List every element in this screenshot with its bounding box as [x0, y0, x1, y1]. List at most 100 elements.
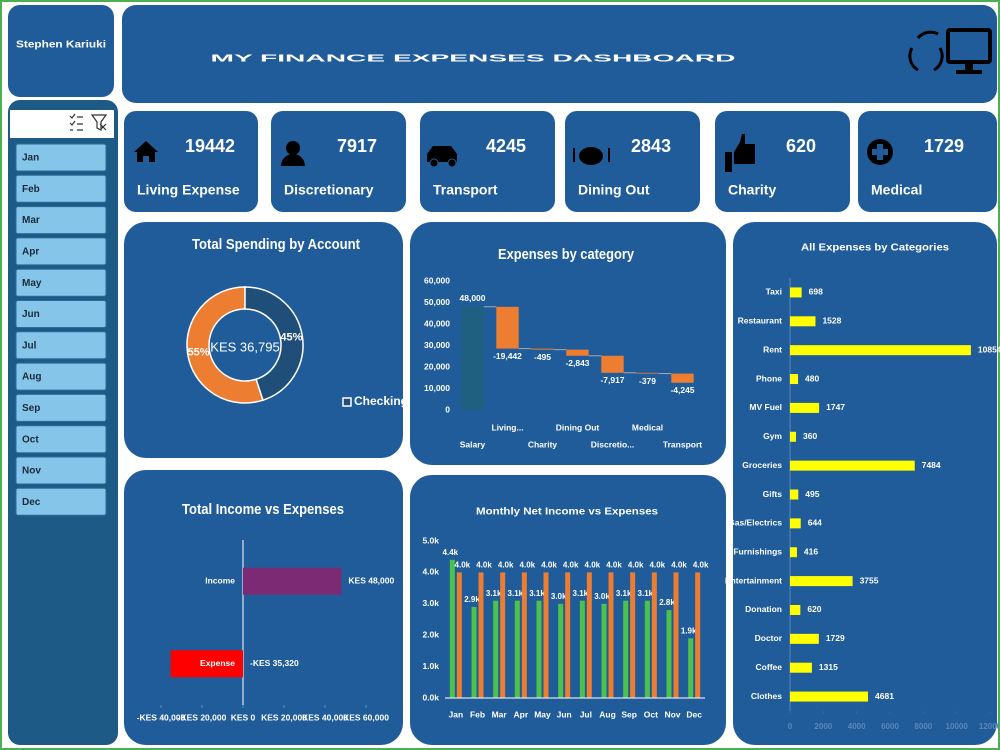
data-label: 45%	[280, 332, 302, 344]
slicer-label[interactable]: May	[22, 278, 42, 289]
data-label: 4.0k	[563, 561, 579, 570]
y-tick-label: Phone	[756, 373, 782, 383]
slicer-button[interactable]	[15, 393, 107, 422]
data-label: 4.0k	[650, 561, 666, 570]
chart-title: All Expenses by Categories	[801, 243, 949, 254]
x-tick-label: 6000	[881, 722, 899, 731]
slicer-button[interactable]	[15, 143, 107, 172]
data-label: 7484	[922, 460, 941, 470]
kpi-icon	[427, 146, 457, 162]
data-label: 1315	[819, 662, 838, 672]
bar	[521, 572, 527, 698]
data-label: 10854	[978, 344, 1000, 354]
slicer-label[interactable]: Nov	[22, 466, 41, 477]
y-tick-label: MV Fuel	[749, 402, 782, 412]
slicer-label[interactable]: Mar	[22, 215, 40, 226]
user-box	[8, 5, 114, 97]
kpi-card	[858, 111, 997, 212]
slicer-label[interactable]: Jun	[22, 309, 40, 320]
bar	[579, 600, 585, 698]
x-tick-label: Charity	[528, 439, 558, 449]
data-label: 416	[804, 546, 818, 556]
bar	[790, 518, 801, 529]
data-label: 2.9k	[464, 595, 480, 604]
data-label: 3.1k	[486, 589, 502, 598]
x-tick-label: -KES 40,000	[137, 712, 186, 722]
kpi-card	[124, 111, 258, 212]
legend-marker	[342, 397, 352, 407]
slicer-button[interactable]	[15, 487, 107, 516]
data-label: 3755	[860, 575, 879, 585]
bar	[790, 402, 820, 413]
bar	[673, 572, 679, 698]
slicer-label[interactable]: Jan	[22, 153, 39, 164]
kpi-label: Medical	[871, 182, 922, 198]
bar	[695, 572, 701, 698]
donut-slice	[186, 286, 264, 404]
y-tick-label: Entertainment	[725, 575, 782, 585]
slicer-label[interactable]: Apr	[22, 247, 39, 258]
data-label: 3.1k	[508, 589, 524, 598]
slicer-label[interactable]: Feb	[22, 184, 40, 195]
slicer-button[interactable]	[15, 425, 107, 454]
slicer-header	[10, 110, 114, 138]
bar	[471, 606, 477, 698]
slicer-label[interactable]: Jul	[22, 340, 37, 351]
x-tick-label: 12000	[979, 722, 1000, 731]
y-tick-label: Restaurant	[738, 316, 783, 326]
kpi-icon	[447, 158, 457, 168]
bar	[790, 287, 802, 298]
bar	[790, 345, 971, 356]
data-label: -379	[639, 376, 656, 386]
slicer-button[interactable]	[15, 174, 107, 203]
x-tick-label: KES 60,000	[343, 712, 389, 722]
data-label: 4.0k	[455, 561, 471, 570]
x-tick-label: Discretio...	[591, 439, 634, 449]
slicer-button[interactable]	[15, 362, 107, 391]
data-label: 698	[809, 287, 823, 297]
bar	[514, 600, 520, 698]
bar	[688, 638, 694, 698]
data-label: -KES 35,320	[250, 658, 299, 668]
x-tick-label: Living...	[491, 422, 523, 432]
y-tick-label: Taxi	[766, 287, 782, 297]
bar	[666, 610, 672, 698]
slicer-icons[interactable]	[69, 113, 108, 131]
waterfall-bar	[531, 348, 554, 350]
data-label: 360	[803, 431, 817, 441]
x-tick-label: -KES 20,000	[178, 712, 227, 722]
bar	[623, 600, 629, 698]
kpi-icon	[725, 134, 755, 172]
slicer-button[interactable]	[15, 268, 107, 297]
y-tick-label: 0	[445, 404, 450, 414]
bar	[170, 650, 243, 678]
kpi-value: 19442	[185, 136, 235, 156]
x-tick-label: 10000	[946, 722, 969, 731]
kpi-card	[715, 111, 850, 212]
bar	[536, 600, 542, 698]
x-tick-label: 8000	[914, 722, 932, 731]
slicer-label[interactable]: Dec	[22, 497, 41, 508]
slicer-label[interactable]: Oct	[22, 434, 39, 445]
kpi-icon	[281, 154, 305, 166]
data-label: 3.0k	[594, 592, 610, 601]
data-label: 4.4k	[443, 548, 459, 557]
slicer-button[interactable]	[15, 300, 107, 328]
bar	[790, 460, 915, 471]
x-tick-label: KES 20,000	[261, 712, 307, 722]
slicer-label[interactable]: Aug	[22, 372, 41, 383]
slicer-button[interactable]	[15, 206, 107, 235]
data-label: 3.0k	[551, 592, 567, 601]
data-label: 3.1k	[616, 589, 632, 598]
y-tick-label: Expense	[200, 658, 235, 668]
bar	[790, 633, 819, 644]
slicer-button[interactable]	[15, 456, 107, 485]
y-tick-label: Gifts	[763, 489, 783, 499]
bar	[586, 572, 592, 698]
slicer-button[interactable]	[15, 237, 107, 266]
slicer-button[interactable]	[15, 331, 107, 360]
x-tick-label: 2000	[814, 722, 832, 731]
y-tick-label: 40,000	[424, 318, 450, 328]
slicer-label[interactable]: Sep	[22, 403, 40, 414]
